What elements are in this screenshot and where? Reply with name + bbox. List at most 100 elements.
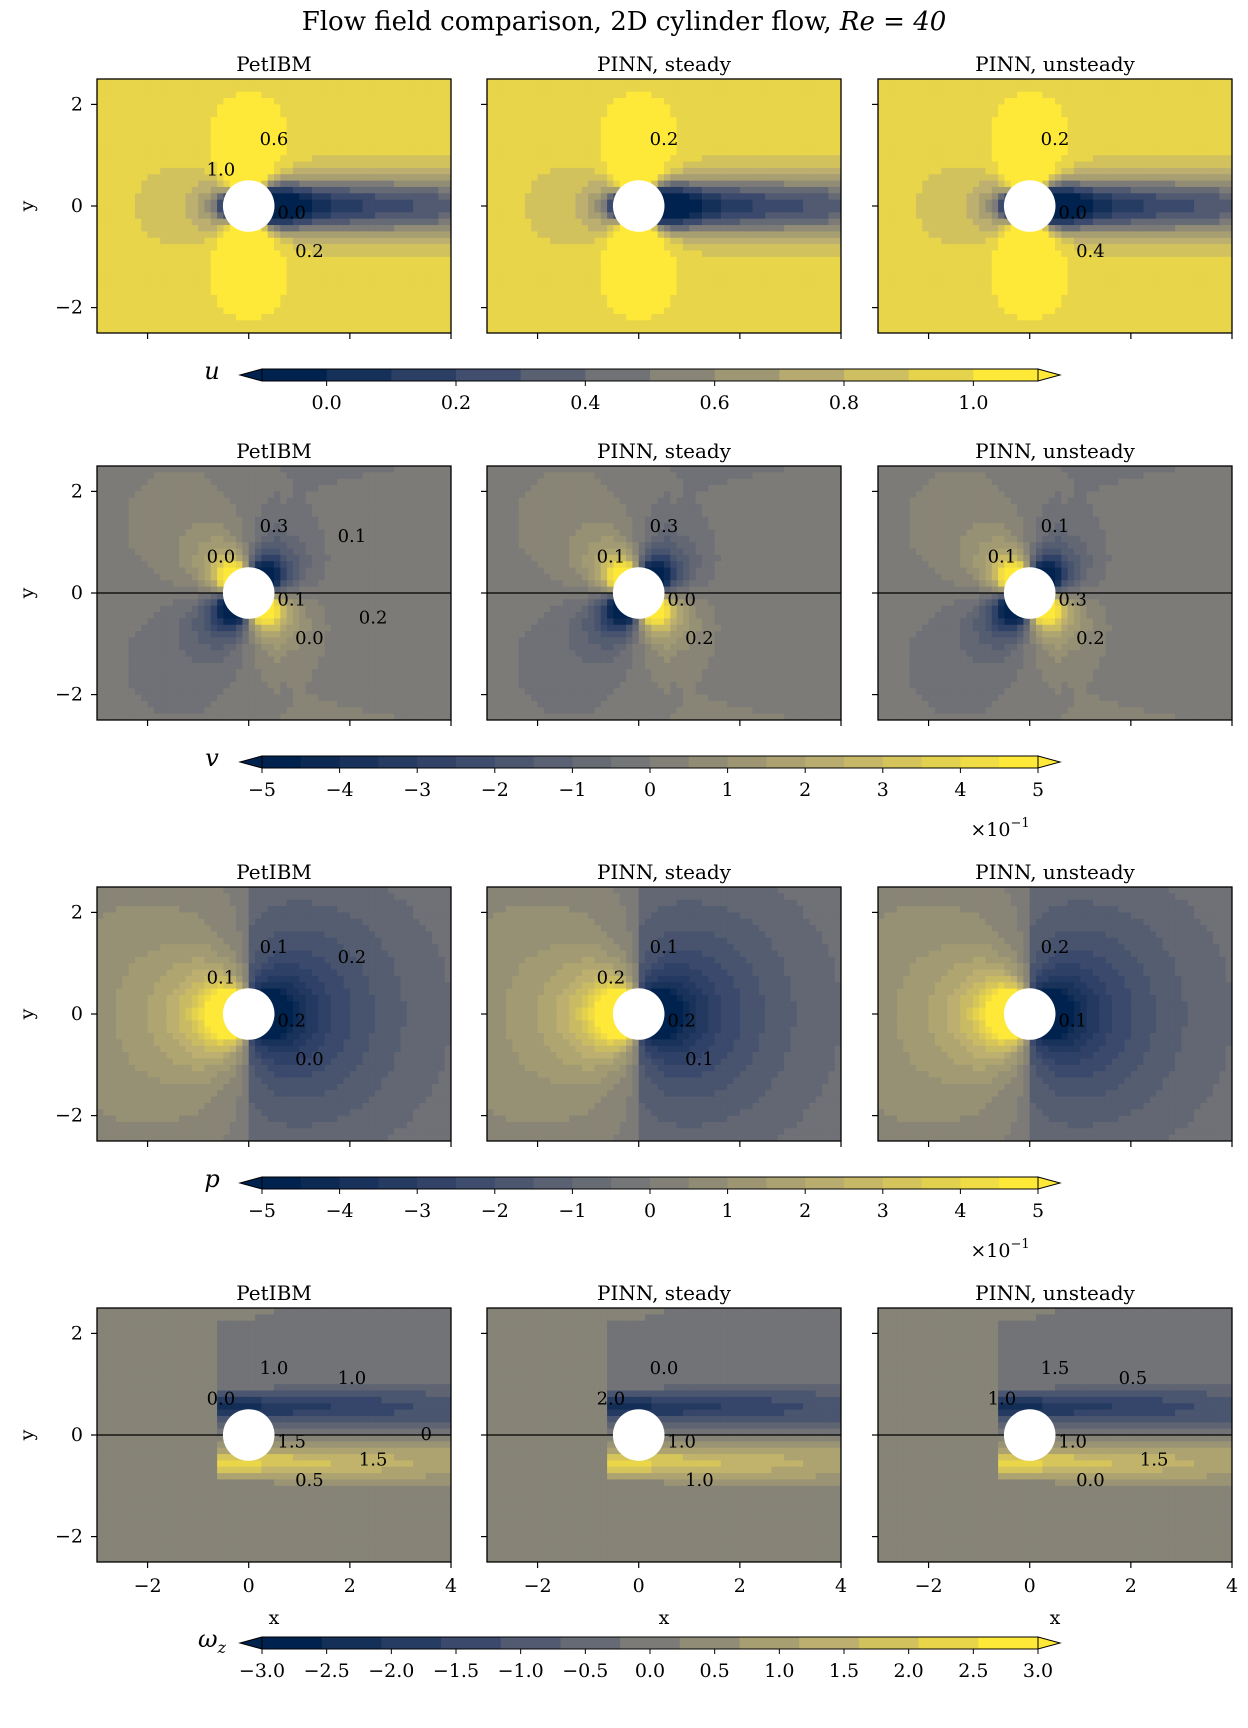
colorbar-tick-label: 1 bbox=[722, 1200, 734, 1222]
colorbar-tick-label: −1 bbox=[558, 779, 586, 801]
colorbar-segment bbox=[321, 1637, 382, 1649]
colorbar-tick-label: 5 bbox=[1032, 779, 1044, 801]
contour-label: 0.2 bbox=[277, 1011, 306, 1032]
colorbar-label: u bbox=[204, 357, 219, 385]
contour-label: 0.4 bbox=[1076, 241, 1105, 262]
panel-u-2: 0.2 PINN, steady bbox=[481, 52, 842, 339]
heatmap-omega_z bbox=[487, 1308, 841, 1562]
contour-label: 0.1 bbox=[260, 937, 289, 958]
colorbar-segment bbox=[611, 1177, 651, 1189]
colorbar-tick-label: 0 bbox=[644, 1200, 656, 1222]
colorbar-segment bbox=[650, 369, 716, 381]
heatmap-p bbox=[97, 887, 451, 1141]
colorbar-segment bbox=[688, 756, 729, 768]
panel-p-2: 0.1 0.2 0.1 0.2 PINN, steady bbox=[481, 860, 842, 1147]
colorbar-tick-label: 1 bbox=[722, 779, 734, 801]
x-tick-label: 4 bbox=[445, 1575, 457, 1597]
contour-label: 0.2 bbox=[685, 628, 714, 649]
colorbar-segment bbox=[262, 369, 328, 381]
x-axis-label: x bbox=[269, 1607, 280, 1629]
colorbar-tick-label: −1.0 bbox=[498, 1660, 544, 1682]
x-tick-label: 4 bbox=[1226, 1575, 1238, 1597]
colorbar-extend-high bbox=[1037, 1176, 1062, 1190]
colorbar-segment bbox=[494, 1177, 535, 1189]
colorbar-tick-label: 4 bbox=[954, 779, 966, 801]
y-tick-label: −2 bbox=[55, 684, 83, 706]
colorbar-tick-label: 0.6 bbox=[700, 392, 730, 414]
colorbar-tick-label: 2 bbox=[799, 779, 811, 801]
contour-label: 0.3 bbox=[650, 516, 679, 537]
colorbar-segment bbox=[978, 1637, 1039, 1649]
colorbar-tick-label: −3 bbox=[403, 1200, 431, 1222]
colorbar-tick-label: 0.5 bbox=[700, 1660, 730, 1682]
contour-label: 0.1 bbox=[1058, 1011, 1087, 1032]
colorbar-segment bbox=[960, 1177, 1000, 1189]
y-tick-label: 2 bbox=[71, 93, 83, 115]
colorbar-segment bbox=[300, 756, 341, 768]
y-axis-label: y bbox=[16, 587, 38, 599]
colorbar-scale-factor: ×10−1 bbox=[970, 1237, 1029, 1262]
colorbar-u: u 0.0 0.2 0.4 0.6 0.8 1.0 bbox=[204, 357, 1062, 414]
colorbar-tick-label: 3 bbox=[877, 1200, 889, 1222]
cylinder-obstacle bbox=[222, 1409, 275, 1461]
contour-label: 0.0 bbox=[1058, 203, 1087, 224]
x-tick-label: 0 bbox=[633, 1575, 645, 1597]
y-tick-label: 2 bbox=[71, 480, 83, 502]
colorbar-extend-low bbox=[238, 368, 263, 382]
contour-label: 0.5 bbox=[1119, 1368, 1148, 1389]
colorbar-tick-label: 0.4 bbox=[570, 392, 600, 414]
cylinder-obstacle bbox=[612, 567, 665, 619]
panel-title: PINN, unsteady bbox=[975, 860, 1135, 884]
colorbar-segment bbox=[572, 1177, 612, 1189]
colorbar-segment bbox=[679, 1637, 741, 1649]
colorbar-segment bbox=[766, 1177, 806, 1189]
contour-label: 1.5 bbox=[1041, 1358, 1070, 1379]
contour-label: 0.2 bbox=[295, 241, 324, 262]
colorbar-tick-label: −2.5 bbox=[304, 1660, 350, 1682]
contour-label: 0.6 bbox=[260, 129, 289, 150]
colorbar-tick-label: 2.5 bbox=[958, 1660, 988, 1682]
contour-label: 1.0 bbox=[667, 1432, 696, 1453]
contour-label: 0.0 bbox=[650, 1358, 679, 1379]
y-tick-label: −2 bbox=[55, 1526, 83, 1548]
colorbar-segment bbox=[378, 1177, 418, 1189]
contour-label: 0.1 bbox=[650, 937, 679, 958]
contour-label: 0.2 bbox=[667, 1011, 696, 1032]
colorbar-segment bbox=[441, 1637, 502, 1649]
colorbar-segment bbox=[805, 1177, 845, 1189]
colorbar-segment bbox=[650, 1177, 690, 1189]
colorbar-segment bbox=[727, 1177, 767, 1189]
y-tick-label: 0 bbox=[71, 1003, 83, 1025]
x-tick-label: 2 bbox=[734, 1575, 746, 1597]
colorbar-tick-label: 3 bbox=[877, 779, 889, 801]
colorbar-tick-label: 1.5 bbox=[829, 1660, 859, 1682]
colorbar-tick-label: −0.5 bbox=[562, 1660, 608, 1682]
colorbar-segment bbox=[326, 369, 392, 381]
panel-title: PetIBM bbox=[236, 52, 312, 76]
colorbar-tick-label: 0.0 bbox=[635, 1660, 665, 1682]
x-tick-label: 0 bbox=[243, 1575, 255, 1597]
cylinder-obstacle bbox=[222, 567, 275, 619]
colorbar-tick-label: −3.0 bbox=[239, 1660, 285, 1682]
cylinder-obstacle bbox=[1003, 988, 1056, 1040]
contour-label: 0.0 bbox=[207, 547, 236, 568]
contour-label: 1.5 bbox=[359, 1450, 388, 1471]
contour-label: 0.1 bbox=[1041, 516, 1070, 537]
x-tick-label: 2 bbox=[1125, 1575, 1137, 1597]
colorbar-segment bbox=[688, 1177, 729, 1189]
x-axis-label: x bbox=[659, 1607, 670, 1629]
field-row-p: 0.1 0.2 0.0 0.1 0.2 PetIBM 2 0 −2 y 0.1 0.2 0.1 0.2 PI… bbox=[16, 860, 1233, 1262]
colorbar-segment bbox=[844, 1177, 884, 1189]
colorbar-p: p −5 −4 −3 −2 −1 0 1 2 3 4 5×10−1 bbox=[204, 1165, 1062, 1262]
colorbar-tick-label: −5 bbox=[248, 779, 276, 801]
colorbar-segment bbox=[262, 1637, 323, 1649]
panel-title: PINN, steady bbox=[597, 1281, 732, 1305]
contour-label: 1.5 bbox=[277, 1432, 306, 1453]
colorbar-segment bbox=[908, 369, 974, 381]
contour-label: 2.0 bbox=[597, 1389, 626, 1410]
colorbar-label: ωz bbox=[198, 1625, 227, 1657]
contour-label: 0.0 bbox=[667, 590, 696, 611]
heatmap-v bbox=[878, 466, 1232, 720]
colorbar-tick-label: −1.5 bbox=[433, 1660, 479, 1682]
